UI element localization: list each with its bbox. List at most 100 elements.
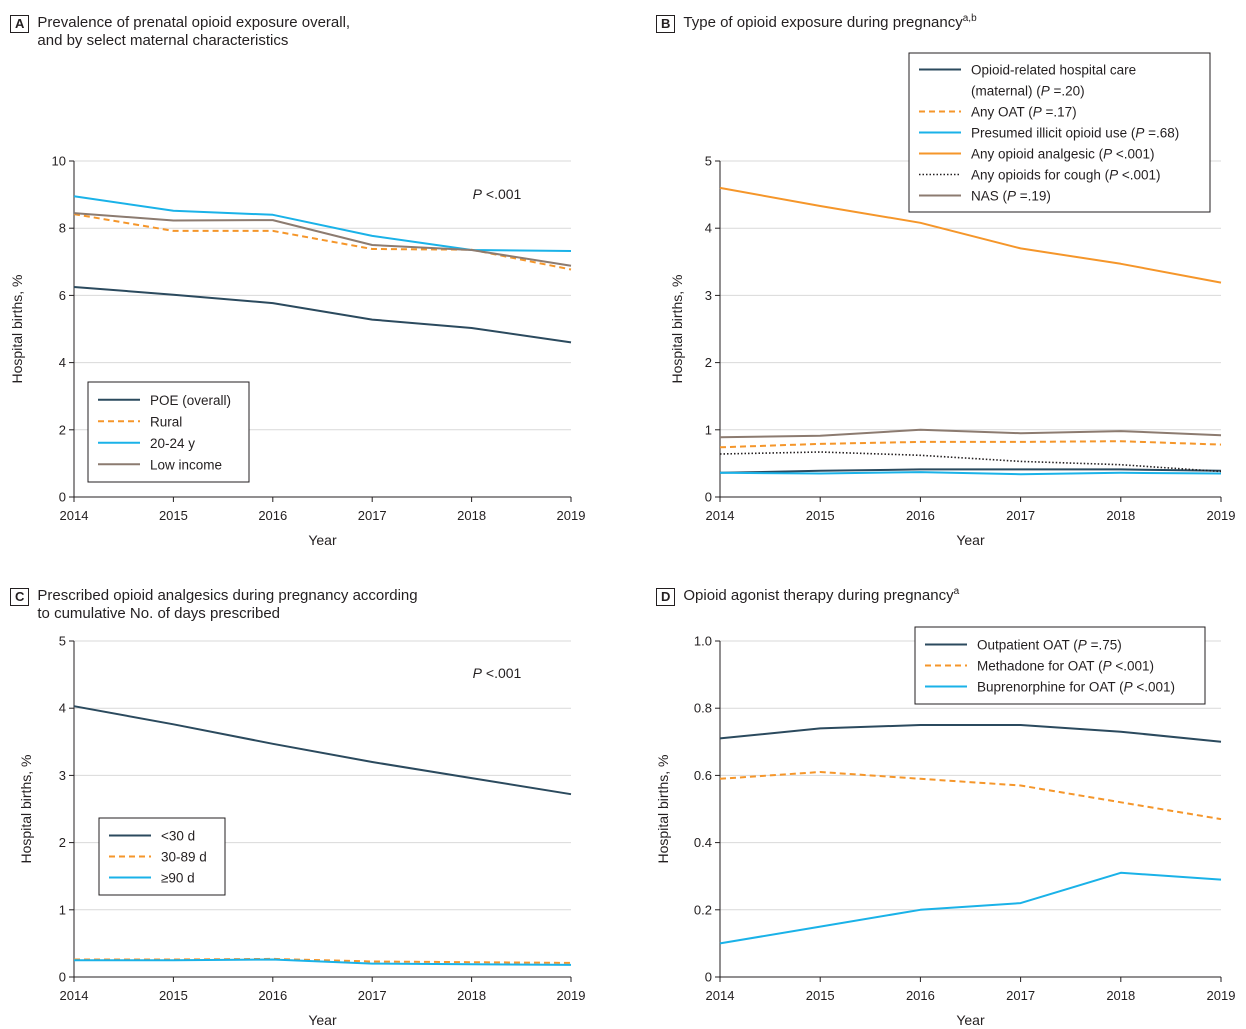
y-tick-label: 4 <box>59 701 66 716</box>
panel-b-title-superscript: a,b <box>962 13 977 24</box>
chart-panel-c: 0 1 2 3 4 5 2014 2015 2016 2017 2018 2019 Year Hospit… <box>18 634 585 1029</box>
panel-d-title-superscript: a <box>953 586 960 597</box>
y-tick-label: 1 <box>705 422 712 437</box>
y-tick-label: 5 <box>705 154 712 169</box>
series-line-0 <box>719 468 1222 474</box>
x-axis-title: Year <box>956 532 985 548</box>
panel-d-letter: D <box>656 588 676 606</box>
legend-label-line-2: (maternal) (P =.20) <box>971 84 1085 99</box>
legend-label: Buprenorphine for OAT (P <.001) <box>977 680 1175 695</box>
y-tick-label: 3 <box>705 288 712 303</box>
y-tick-label: 0 <box>59 970 66 985</box>
legend-label: Any opioid analgesic (P <.001) <box>971 147 1155 162</box>
panel-d-title: Opioid agonist therapy during pregnancya <box>683 587 959 605</box>
y-tick-label: 0 <box>705 970 712 985</box>
y-tick-label: 3 <box>59 768 66 783</box>
x-tick-label: 2016 <box>258 988 287 1003</box>
series-line-2 <box>74 958 572 966</box>
y-tick-label: 0.2 <box>694 902 712 917</box>
y-tick-label: 2 <box>705 355 712 370</box>
legend-label: NAS (P =.19) <box>971 189 1051 204</box>
y-tick-label: 0.4 <box>694 835 712 850</box>
panel-a-heading: A Prevalence of prenatal opioid exposure… <box>10 14 350 50</box>
series-line-1 <box>719 771 1222 821</box>
series-line-0 <box>73 286 572 344</box>
series-line-3 <box>719 186 1222 284</box>
panel-c-heading: C Prescribed opioid analgesics during pr… <box>10 587 418 623</box>
panel-c-title-line-1: Prescribed opioid analgesics during preg… <box>37 587 418 604</box>
y-tick-label: 8 <box>59 221 66 236</box>
panel-c-title: Prescribed opioid analgesics during preg… <box>37 587 417 623</box>
x-tick-label: 2017 <box>358 988 387 1003</box>
legend-label: Low income <box>150 457 222 472</box>
panel-d-heading: D Opioid agonist therapy during pregnanc… <box>656 587 959 606</box>
legend-label: Opioid-related hospital care <box>971 63 1136 78</box>
legend-label: Any opioids for cough (P <.001) <box>971 168 1161 183</box>
y-tick-label: 10 <box>52 154 66 169</box>
legend-label: ≥90 d <box>161 871 195 886</box>
x-tick-label: 2014 <box>706 508 735 523</box>
x-tick-label: 2015 <box>806 988 835 1003</box>
y-axis-title: Hospital births, % <box>18 755 34 864</box>
p-value-annotation: P <.001 <box>473 186 522 202</box>
legend-label: Presumed illicit opioid use (P =.68) <box>971 126 1179 141</box>
series-line-1 <box>73 213 572 271</box>
panel-c-letter: C <box>10 588 30 606</box>
p-value-annotation: P <.001 <box>473 665 522 681</box>
y-tick-label: 2 <box>59 422 66 437</box>
series-line-0 <box>73 705 572 796</box>
legend-label: Outpatient OAT (P =.75) <box>977 638 1122 653</box>
x-tick-label: 2018 <box>1106 988 1135 1003</box>
x-tick-label: 2014 <box>60 988 89 1003</box>
chart-panel-a: 0 2 4 6 8 10 2014 2015 2016 2017 2018 2019 Year Hospi… <box>9 154 585 549</box>
y-tick-label: 0 <box>705 490 712 505</box>
x-tick-label: 2016 <box>906 508 935 523</box>
panel-d-title-line-1: Opioid agonist therapy during pregnancy <box>683 587 954 604</box>
x-tick-label: 2017 <box>1006 988 1035 1003</box>
chart-panel-d: 0 0.2 0.4 0.6 0.8 1.0 2014 2015 2016 2017 2018 2019… <box>655 626 1235 1028</box>
y-axis-title: Hospital births, % <box>655 755 671 864</box>
panel-b-title: Type of opioid exposure during pregnancy… <box>683 14 976 32</box>
y-tick-label: 5 <box>59 634 66 649</box>
series-line-2 <box>719 871 1222 945</box>
panel-c-title-line-2: to cumulative No. of days prescribed <box>37 605 281 622</box>
series-line-3 <box>73 212 572 267</box>
x-tick-label: 2014 <box>60 508 89 523</box>
series-line-1 <box>719 440 1222 449</box>
series-line-2 <box>719 471 1222 476</box>
x-tick-label: 2016 <box>258 508 287 523</box>
y-tick-label: 1 <box>59 902 66 917</box>
x-tick-label: 2015 <box>159 508 188 523</box>
legend-label: 30-89 d <box>161 850 207 865</box>
series-line-5 <box>719 428 1222 439</box>
x-tick-label: 2019 <box>557 988 586 1003</box>
x-tick-label: 2015 <box>806 508 835 523</box>
x-tick-label: 2016 <box>906 988 935 1003</box>
x-tick-label: 2015 <box>159 988 188 1003</box>
y-tick-label: 1.0 <box>694 634 712 649</box>
legend-box <box>914 626 1206 705</box>
legend-label: Any OAT (P =.17) <box>971 105 1077 120</box>
x-tick-label: 2019 <box>1207 508 1236 523</box>
series-line-2 <box>73 195 572 252</box>
y-tick-label: 0.6 <box>694 768 712 783</box>
legend-label: Rural <box>150 414 182 429</box>
panel-b-letter: B <box>656 15 676 33</box>
y-tick-label: 2 <box>59 835 66 850</box>
x-tick-label: 2018 <box>1106 508 1135 523</box>
legend-box <box>87 381 250 483</box>
y-tick-label: 0.8 <box>694 701 712 716</box>
y-tick-label: 6 <box>59 288 66 303</box>
panel-b-title-line-1: Type of opioid exposure during pregnancy <box>683 14 963 31</box>
panel-a-title-line-1: Prevalence of prenatal opioid exposure o… <box>37 14 351 31</box>
x-axis-title: Year <box>956 1012 985 1028</box>
y-tick-label: 0 <box>59 490 66 505</box>
y-axis-title: Hospital births, % <box>9 275 25 384</box>
x-axis-title: Year <box>308 532 337 548</box>
panel-b-heading: B Type of opioid exposure during pregnan… <box>656 14 977 33</box>
panel-a-title-line-2: and by select maternal characteristics <box>37 32 289 49</box>
x-tick-label: 2014 <box>706 988 735 1003</box>
y-tick-label: 4 <box>705 221 712 236</box>
legend-label: Methadone for OAT (P <.001) <box>977 659 1154 674</box>
